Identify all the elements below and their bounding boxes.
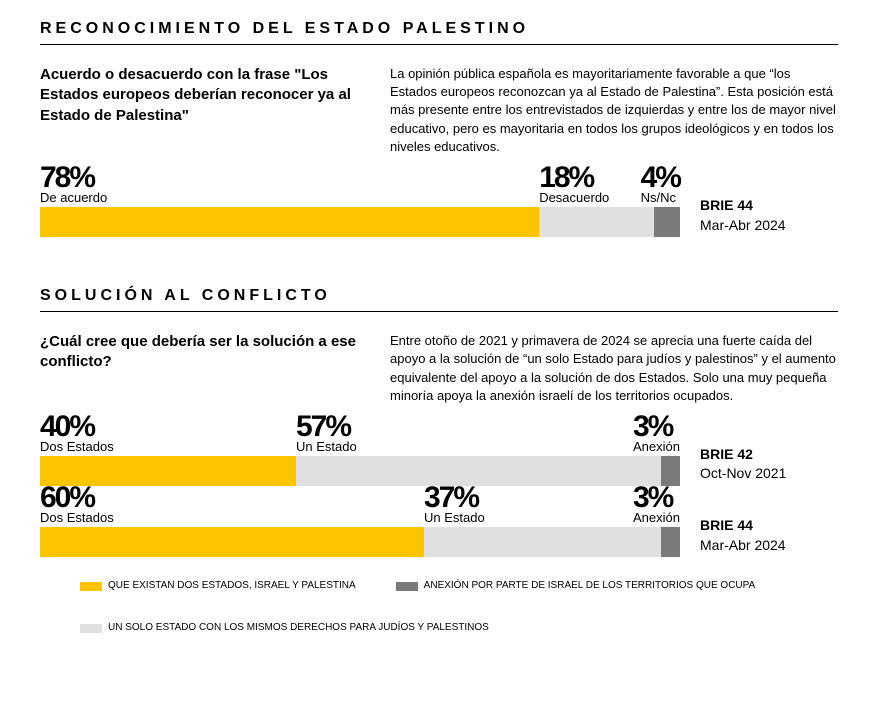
question-text: ¿Cuál cree que debería ser la solución a… [40, 332, 360, 405]
chart-bar: 78%De acuerdo18%Desacuerdo4%Ns/Nc [40, 207, 680, 237]
bar-container: 40%Dos Estados57%Un Estado3%Anexión [40, 456, 680, 486]
survey-label: BRIE 42 [700, 445, 838, 465]
segment-percent: 3% [633, 484, 680, 511]
survey-period: Mar-Abr 2024 [700, 536, 838, 556]
legend-swatch [80, 582, 102, 591]
chart-row: 78%De acuerdo18%Desacuerdo4%Ns/Nc BRIE 4… [40, 196, 838, 237]
segment-label: Anexión [633, 440, 680, 454]
survey-period: Oct-Nov 2021 [700, 464, 838, 484]
bar-segment: 60%Dos Estados [40, 527, 424, 557]
chart-meta: BRIE 44 Mar-Abr 2024 [680, 516, 838, 557]
question-text: Acuerdo o desacuerdo con la frase "Los E… [40, 65, 360, 156]
chart-bar: 60%Dos Estados37%Un Estado3%Anexión [40, 527, 680, 557]
intro-row: Acuerdo o desacuerdo con la frase "Los E… [40, 65, 838, 156]
segment-label: Dos Estados [40, 440, 114, 454]
legend-item: QUE EXISTAN DOS ESTADOS, ISRAEL Y PALEST… [80, 577, 356, 595]
bar-segment: 4%Ns/Nc [654, 207, 680, 237]
intro-text: La opinión pública española es mayoritar… [390, 65, 838, 156]
survey-label: BRIE 44 [700, 196, 838, 216]
segment-percent: 57% [296, 413, 357, 440]
legend-text: ANEXIÓN POR PARTE DE ISRAEL DE LOS TERRI… [424, 577, 756, 595]
segment-percent: 60% [40, 484, 114, 511]
bar-segment: 18%Desacuerdo [539, 207, 654, 237]
segment-percent: 3% [633, 413, 680, 440]
bar-segment: 78%De acuerdo [40, 207, 539, 237]
segment-labels: 78%De acuerdo [40, 164, 107, 205]
segment-label: Dos Estados [40, 511, 114, 525]
chart-meta: BRIE 42 Oct-Nov 2021 [680, 445, 838, 486]
legend-item: ANEXIÓN POR PARTE DE ISRAEL DE LOS TERRI… [396, 577, 756, 595]
segment-label: Desacuerdo [539, 191, 609, 205]
bar-container: 60%Dos Estados37%Un Estado3%Anexión [40, 527, 680, 557]
legend-item: UN SOLO ESTADO CON LOS MISMOS DERECHOS P… [80, 619, 489, 637]
survey-label: BRIE 44 [700, 516, 838, 536]
legend-row: QUE EXISTAN DOS ESTADOS, ISRAEL Y PALEST… [80, 577, 838, 637]
bar-container: 78%De acuerdo18%Desacuerdo4%Ns/Nc [40, 207, 680, 237]
section-title: RECONOCIMIENTO DEL ESTADO PALESTINO [40, 20, 838, 45]
legend: QUE EXISTAN DOS ESTADOS, ISRAEL Y PALEST… [40, 577, 838, 637]
survey-period: Mar-Abr 2024 [700, 216, 838, 236]
segment-label: Un Estado [296, 440, 357, 454]
segment-labels: 3%Anexión [633, 484, 680, 525]
chart-bar: 40%Dos Estados57%Un Estado3%Anexión [40, 456, 680, 486]
legend-swatch [80, 624, 102, 633]
segment-labels: 40%Dos Estados [40, 413, 114, 454]
bar-segment: 3%Anexión [661, 527, 680, 557]
legend-text: QUE EXISTAN DOS ESTADOS, ISRAEL Y PALEST… [108, 577, 356, 595]
segment-percent: 18% [539, 164, 609, 191]
section-recognition: RECONOCIMIENTO DEL ESTADO PALESTINO Acue… [40, 20, 838, 237]
segment-label: Ns/Nc [641, 191, 680, 205]
legend-text: UN SOLO ESTADO CON LOS MISMOS DERECHOS P… [108, 619, 489, 637]
bar-segment: 37%Un Estado [424, 527, 661, 557]
legend-swatch [396, 582, 418, 591]
segment-labels: 60%Dos Estados [40, 484, 114, 525]
segment-labels: 57%Un Estado [296, 413, 357, 454]
chart-row: 60%Dos Estados37%Un Estado3%Anexión BRIE… [40, 516, 838, 557]
segment-percent: 78% [40, 164, 107, 191]
chart-row: 40%Dos Estados57%Un Estado3%Anexión BRIE… [40, 445, 838, 486]
bar-segment: 57%Un Estado [296, 456, 661, 486]
section-title: SOLUCIÓN AL CONFLICTO [40, 287, 838, 312]
segment-labels: 18%Desacuerdo [539, 164, 609, 205]
segment-labels: 37%Un Estado [424, 484, 485, 525]
segment-labels: 4%Ns/Nc [641, 164, 680, 205]
segment-label: De acuerdo [40, 191, 107, 205]
chart-meta: BRIE 44 Mar-Abr 2024 [680, 196, 838, 237]
section-solution: SOLUCIÓN AL CONFLICTO ¿Cuál cree que deb… [40, 287, 838, 637]
segment-percent: 40% [40, 413, 114, 440]
segment-label: Anexión [633, 511, 680, 525]
intro-row: ¿Cuál cree que debería ser la solución a… [40, 332, 838, 405]
segment-percent: 4% [641, 164, 680, 191]
segment-percent: 37% [424, 484, 485, 511]
segment-labels: 3%Anexión [633, 413, 680, 454]
intro-text: Entre otoño de 2021 y primavera de 2024 … [390, 332, 838, 405]
segment-label: Un Estado [424, 511, 485, 525]
